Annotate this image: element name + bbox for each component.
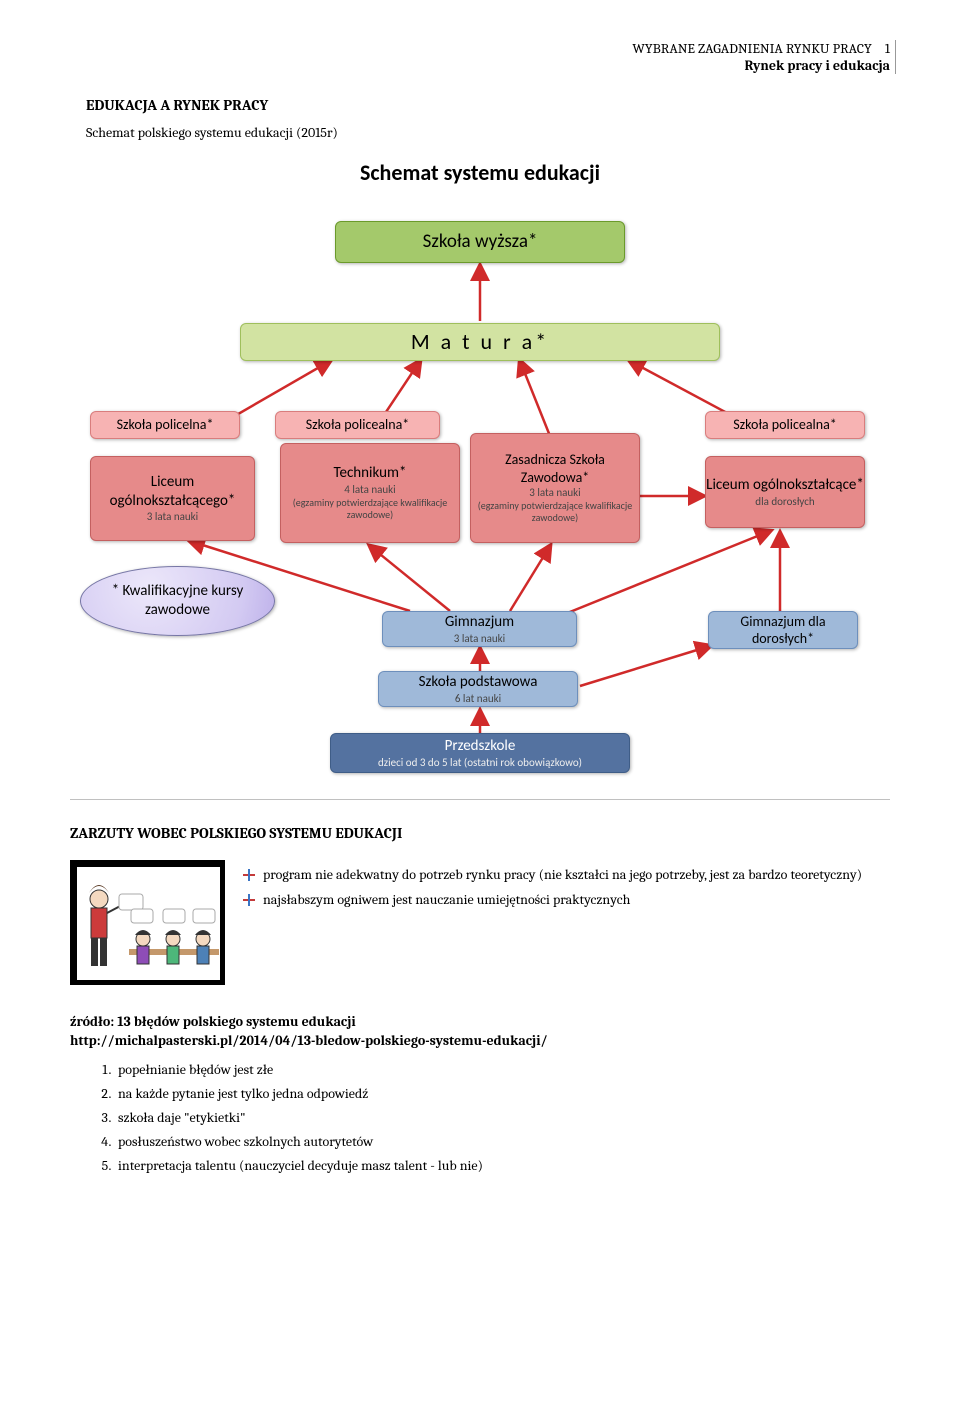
- box-technikum: Technikum* 4 lata nauki (egzaminy potwie…: [280, 443, 460, 543]
- error-item: interpretacja talentu (nauczyciel decydu…: [114, 1157, 890, 1174]
- box-matura: M a t u r a*: [240, 323, 720, 361]
- box-liceum-doroslych: Liceum ogólnokształcące* dla dorosłych: [705, 456, 865, 528]
- charge-2: najsłabszym ogniwem jest nauczanie umiej…: [263, 891, 630, 908]
- subtitle: Schemat polskiego systemu edukacji (2015…: [86, 124, 890, 141]
- box-gimnazjum: Gimnazjum 3 lata nauki: [382, 611, 577, 647]
- box-pol1: Szkoła policelna*: [90, 411, 240, 439]
- box-pol2: Szkoła policealna*: [275, 411, 440, 439]
- box-gimnazjum-doroslych: Gimnazjum dla dorosłych*: [708, 611, 858, 649]
- bullet-icon: [243, 894, 255, 906]
- error-item: popełnianie błędów jest złe: [114, 1061, 890, 1078]
- header-line1: WYBRANE ZAGADNIENIA RYNKU PRACY: [632, 40, 871, 57]
- box-podstawowa: Szkoła podstawowa 6 lat nauki: [378, 671, 578, 707]
- charges-text: program nie adekwatny do potrzeb rynku p…: [243, 860, 890, 985]
- chart-title: Schemat systemu edukacji: [70, 159, 890, 186]
- charges-title: ZARZUTY WOBEC POLSKIEGO SYSTEMU EDUKACJI: [70, 824, 890, 842]
- bullet-icon: [243, 869, 255, 881]
- box-przedszkole: Przedszkole dzieci od 3 do 5 lat (ostatn…: [330, 733, 630, 773]
- education-diagram: Szkoła wyższa* M a t u r a* Szkoła polic…: [70, 211, 890, 791]
- header: WYBRANE ZAGADNIENIA RYNKU PRACY 1 Rynek …: [70, 40, 890, 74]
- box-kursy: * Kwalifikacyjne kursy zawodowe: [80, 566, 275, 636]
- box-pol3: Szkoła policealna*: [705, 411, 865, 439]
- error-item: posłuszeństwo wobec szkolnych autorytetó…: [114, 1133, 890, 1150]
- source-link: http://michalpasterski.pl/2014/04/13-ble…: [70, 1032, 890, 1049]
- box-szkola-wyzsza: Szkoła wyższa*: [335, 221, 625, 263]
- charges-block: program nie adekwatny do potrzeb rynku p…: [70, 860, 890, 985]
- charge-1: program nie adekwatny do potrzeb rynku p…: [263, 866, 862, 883]
- box-liceum: Liceum ogólnokształcącego* 3 lata nauki: [90, 456, 255, 541]
- box-zsz: Zasadnicza Szkoła Zawodowa* 3 lata nauki…: [470, 433, 640, 543]
- error-item: na każde pytanie jest tylko jedna odpowi…: [114, 1085, 890, 1102]
- source-label: źródło: 13 błędów polskiego systemu eduk…: [70, 1013, 890, 1030]
- page-title: EDUKACJA A RYNEK PRACY: [86, 96, 890, 114]
- error-item: szkoła daje "etykietki": [114, 1109, 890, 1126]
- errors-list: popełnianie błędów jest złe na każde pyt…: [114, 1061, 890, 1174]
- page-number: 1: [885, 40, 890, 57]
- charges-thumbnail: [70, 860, 225, 985]
- header-line2: Rynek pracy i edukacja: [70, 57, 890, 74]
- section-divider: [70, 799, 890, 800]
